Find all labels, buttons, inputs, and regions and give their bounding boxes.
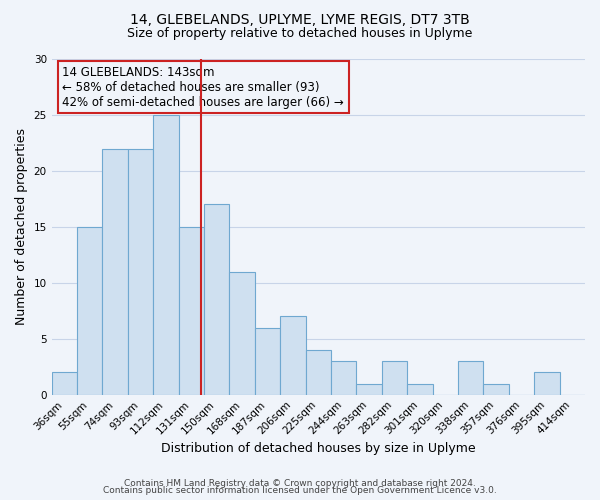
Text: Size of property relative to detached houses in Uplyme: Size of property relative to detached ho… xyxy=(127,28,473,40)
Bar xyxy=(77,227,103,394)
Bar xyxy=(331,361,356,394)
Text: 14, GLEBELANDS, UPLYME, LYME REGIS, DT7 3TB: 14, GLEBELANDS, UPLYME, LYME REGIS, DT7 … xyxy=(130,12,470,26)
Bar xyxy=(382,361,407,394)
Bar xyxy=(204,204,229,394)
Text: 14 GLEBELANDS: 143sqm
← 58% of detached houses are smaller (93)
42% of semi-deta: 14 GLEBELANDS: 143sqm ← 58% of detached … xyxy=(62,66,344,108)
X-axis label: Distribution of detached houses by size in Uplyme: Distribution of detached houses by size … xyxy=(161,442,476,455)
Bar xyxy=(407,384,433,394)
Bar xyxy=(280,316,305,394)
Bar xyxy=(153,115,179,394)
Text: Contains HM Land Registry data © Crown copyright and database right 2024.: Contains HM Land Registry data © Crown c… xyxy=(124,478,476,488)
Bar xyxy=(229,272,255,394)
Y-axis label: Number of detached properties: Number of detached properties xyxy=(15,128,28,326)
Bar xyxy=(103,148,128,394)
Bar xyxy=(458,361,484,394)
Bar xyxy=(52,372,77,394)
Bar xyxy=(534,372,560,394)
Bar xyxy=(255,328,280,394)
Bar xyxy=(179,227,204,394)
Text: Contains public sector information licensed under the Open Government Licence v3: Contains public sector information licen… xyxy=(103,486,497,495)
Bar xyxy=(305,350,331,395)
Bar xyxy=(128,148,153,394)
Bar xyxy=(484,384,509,394)
Bar xyxy=(356,384,382,394)
